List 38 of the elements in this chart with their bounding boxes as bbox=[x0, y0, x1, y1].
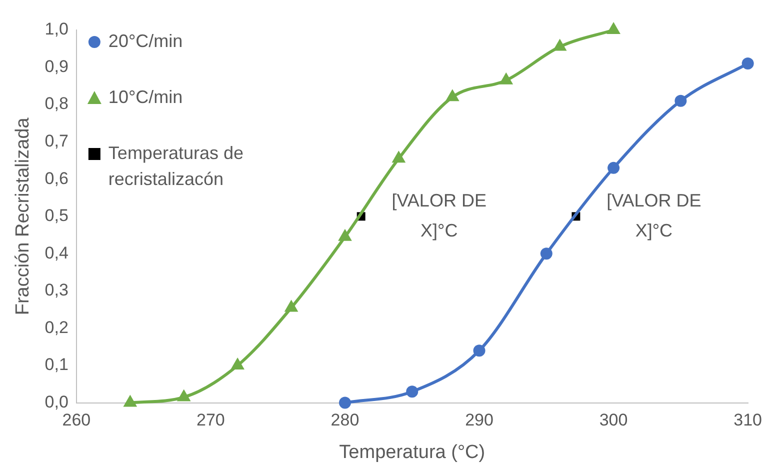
point bbox=[392, 150, 406, 163]
y-tick-label: 0,0 bbox=[44, 392, 68, 412]
x-tick-label: 300 bbox=[599, 410, 628, 430]
legend-label: Temperaturas de recristalizacón bbox=[108, 142, 244, 189]
point bbox=[473, 344, 486, 357]
legend-label: 10°C/min bbox=[108, 86, 183, 107]
point bbox=[338, 228, 352, 241]
y-tick-label: 1,0 bbox=[44, 20, 68, 39]
y-tick-label: 0,5 bbox=[44, 206, 68, 226]
point bbox=[540, 248, 552, 260]
y-axis-title: Fracción Recristalizada bbox=[12, 117, 34, 316]
point bbox=[338, 396, 351, 409]
y-tick-label: 0,3 bbox=[44, 280, 68, 300]
y-tick-label: 0,6 bbox=[44, 168, 68, 188]
point bbox=[606, 22, 620, 34]
point bbox=[445, 89, 460, 102]
point bbox=[406, 386, 418, 398]
y-tick-label: 0,2 bbox=[44, 318, 68, 337]
x-tick-label: 280 bbox=[330, 410, 360, 430]
y-tick-label: 0,4 bbox=[44, 243, 68, 262]
point bbox=[284, 300, 298, 312]
y-tick-label: 0,8 bbox=[44, 94, 68, 114]
annotation: [VALOR DE X]°C bbox=[392, 190, 486, 240]
legend-label: 20°C/min bbox=[108, 30, 183, 51]
point bbox=[230, 358, 244, 370]
y-tick-label: 0,9 bbox=[44, 56, 68, 76]
x-tick-label: 260 bbox=[62, 410, 91, 430]
point bbox=[499, 72, 514, 84]
x-axis-title: Temperatura (°C) bbox=[339, 442, 486, 463]
point bbox=[608, 162, 620, 174]
point bbox=[674, 94, 687, 107]
x-tick-label: 290 bbox=[465, 410, 494, 430]
x-tick-label: 270 bbox=[196, 410, 225, 430]
point bbox=[552, 38, 567, 51]
y-tick-label: 0,7 bbox=[44, 132, 68, 151]
y-tick-label: 0,1 bbox=[44, 355, 68, 374]
annotation: [VALOR DE X]°C bbox=[606, 190, 702, 240]
x-tick-label: 310 bbox=[734, 410, 762, 430]
